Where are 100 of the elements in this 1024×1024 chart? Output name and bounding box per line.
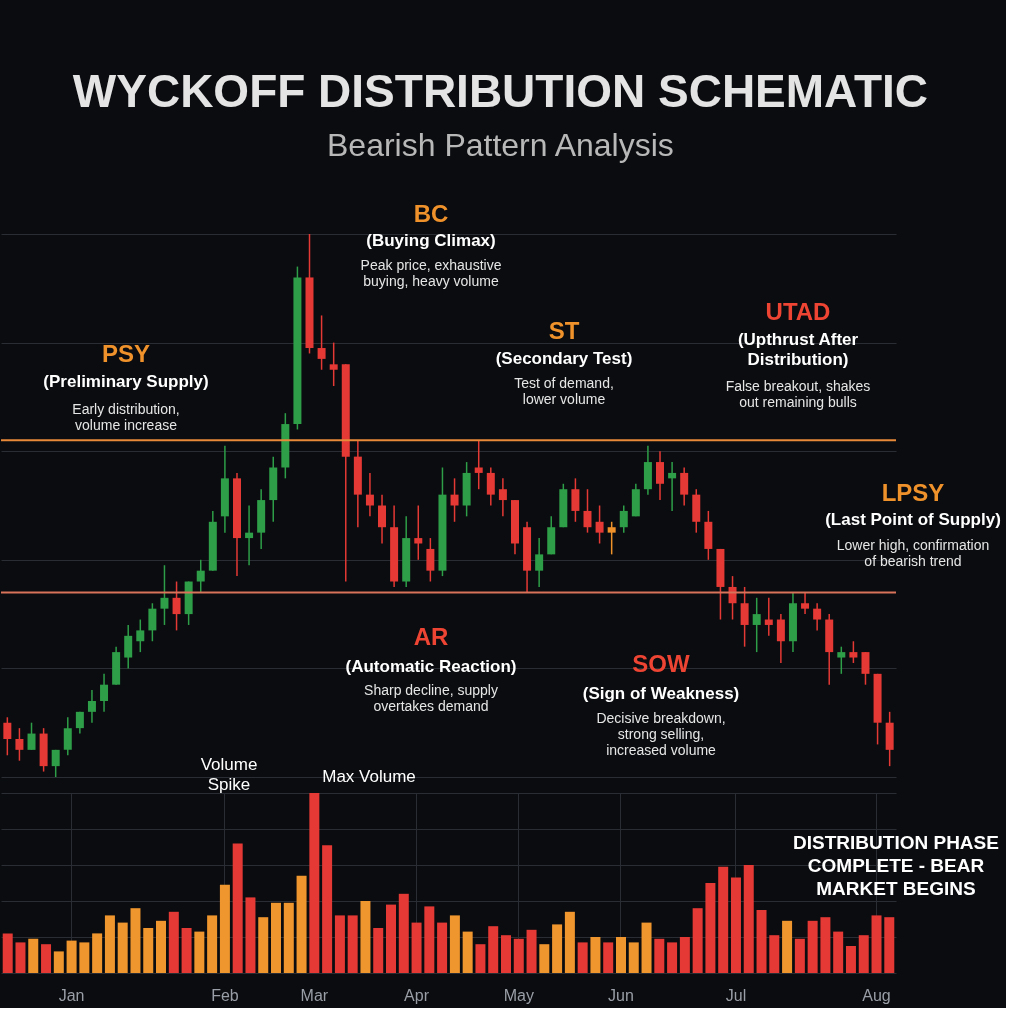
annotation: PSY <box>101 340 151 367</box>
bar <box>41 944 52 973</box>
candlestick <box>680 466 689 507</box>
candlestick <box>498 477 507 518</box>
bar <box>730 877 741 973</box>
bar <box>92 933 103 973</box>
bar <box>692 908 703 973</box>
bar <box>526 929 537 973</box>
candlestick <box>450 477 459 523</box>
candlestick <box>656 450 665 501</box>
candlestick <box>583 488 592 534</box>
bar <box>437 922 448 973</box>
bar <box>462 931 473 973</box>
bar <box>168 911 179 973</box>
annotation: (Upthrust After Distribution) <box>737 330 859 369</box>
bar <box>628 942 639 973</box>
candlestick <box>196 559 205 594</box>
bar <box>654 938 665 973</box>
candlestick <box>365 472 374 518</box>
candlestick <box>849 640 858 664</box>
bar <box>615 937 626 973</box>
candlestick <box>776 613 785 664</box>
x-tick-label: Jun <box>608 986 634 1004</box>
x-tick-label: Mar <box>300 986 329 1004</box>
bar <box>667 942 678 973</box>
bar <box>513 938 524 973</box>
bar <box>500 935 511 973</box>
chart-subtitle: Bearish Pattern Analysis <box>326 127 674 163</box>
candlestick <box>619 504 628 534</box>
annotation: Peak price, exhaustive buying, heavy volume <box>360 257 502 289</box>
bar <box>794 938 805 973</box>
text: BC <box>413 200 449 227</box>
candlestick <box>571 477 580 523</box>
bar <box>411 922 422 973</box>
annotation: (Preliminary Supply) <box>43 372 209 391</box>
candlestick <box>474 439 483 490</box>
candlestick <box>764 597 773 637</box>
bar <box>845 946 856 973</box>
bar <box>769 935 780 973</box>
candlestick <box>801 591 810 615</box>
bar <box>833 931 844 973</box>
bar <box>705 883 716 973</box>
candlestick <box>752 597 761 653</box>
annotation: ST <box>548 317 580 344</box>
bar <box>756 910 767 973</box>
bar <box>130 908 141 973</box>
candlestick <box>3 716 12 757</box>
bar <box>373 928 384 973</box>
candlestick <box>124 624 133 670</box>
bar <box>79 942 90 973</box>
candlestick <box>668 461 677 512</box>
annotation: LPSY <box>881 479 945 506</box>
bar <box>207 915 218 973</box>
bar <box>347 915 358 973</box>
annotation: False breakout, shakes out remaining bulls <box>725 378 871 410</box>
bar <box>117 922 128 973</box>
bar <box>718 866 729 973</box>
bar <box>424 906 435 973</box>
annotation: (Automatic Reaction) <box>345 657 517 676</box>
bar <box>53 951 64 973</box>
annotation: (Last Point of Supply) <box>825 510 1001 529</box>
annotation: Decisive breakdown, strong selling, increased volume <box>596 710 726 758</box>
annotation: Lower high, confirmation of bearish trend <box>836 537 990 569</box>
bar <box>219 884 230 973</box>
candlestick <box>329 341 338 387</box>
annotation: DISTRIBUTION PHASE COMPLETE - BEAR MARKET BEGINS <box>793 832 999 899</box>
chart-title: WYCKOFF DISTRIBUTION SCHEMATIC <box>72 65 929 117</box>
annotation: Test of demand, lower volume <box>514 375 614 407</box>
bar <box>232 843 243 973</box>
candlestick <box>486 466 495 507</box>
bar <box>104 915 115 973</box>
bar <box>271 902 282 973</box>
x-tick-label: Feb <box>211 986 239 1004</box>
bar <box>871 915 882 973</box>
bar <box>322 845 333 973</box>
candlestick <box>136 618 145 653</box>
candlestick <box>87 689 96 724</box>
x-tick-label: Jan <box>58 986 85 1004</box>
candlestick <box>535 537 544 588</box>
bar <box>539 944 550 973</box>
bar <box>258 917 269 973</box>
candlestick <box>15 727 24 762</box>
bar <box>449 915 460 973</box>
bar <box>28 938 39 973</box>
x-tick-label: May <box>503 986 534 1004</box>
candlestick <box>414 504 423 561</box>
candlestick <box>813 602 822 632</box>
candlestick <box>51 749 60 778</box>
bar <box>820 917 831 973</box>
annotation: Max Volume <box>322 767 416 786</box>
candlestick <box>595 504 604 545</box>
bar <box>488 926 499 973</box>
candlestick <box>317 314 326 371</box>
bar <box>743 865 754 973</box>
bar <box>641 922 652 973</box>
bar <box>552 924 563 973</box>
bar <box>603 942 614 973</box>
bar <box>386 904 397 973</box>
candlestick <box>160 564 169 626</box>
candlestick <box>63 716 72 757</box>
